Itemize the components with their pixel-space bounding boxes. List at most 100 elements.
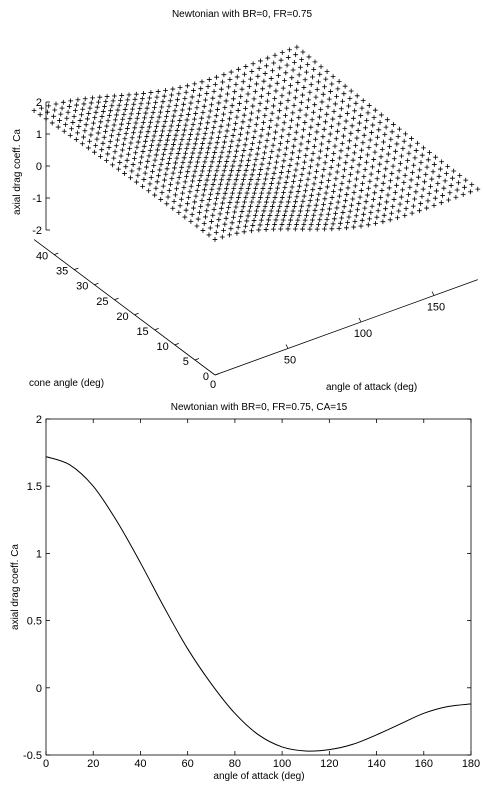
surface-marker bbox=[376, 127, 382, 133]
surface-marker bbox=[92, 149, 97, 155]
surface-marker bbox=[230, 190, 235, 196]
surface-marker bbox=[379, 188, 385, 193]
surface-marker bbox=[284, 174, 290, 180]
surface-marker bbox=[186, 164, 192, 170]
surface-marker bbox=[332, 101, 338, 107]
surface-marker bbox=[385, 151, 391, 157]
surface-marker bbox=[134, 144, 140, 150]
surface-marker bbox=[342, 167, 347, 173]
surface-marker bbox=[119, 147, 125, 153]
surface-marker bbox=[231, 127, 237, 133]
surface-marker bbox=[291, 179, 296, 184]
surface-marker bbox=[238, 131, 243, 137]
surface-marker bbox=[194, 223, 200, 229]
surface-marker bbox=[462, 184, 467, 190]
surface-marker bbox=[212, 150, 218, 155]
surface-marker bbox=[159, 190, 165, 196]
x-tick-label: 100 bbox=[273, 758, 291, 770]
surface-marker bbox=[65, 109, 71, 115]
surface-marker bbox=[146, 188, 152, 194]
surface-marker bbox=[271, 103, 276, 109]
surface-marker bbox=[355, 169, 361, 175]
surface-marker bbox=[296, 115, 302, 121]
surface-marker bbox=[311, 67, 317, 72]
surface-marker bbox=[310, 217, 315, 223]
surface-marker bbox=[181, 155, 187, 161]
surface-marker bbox=[190, 122, 196, 127]
surface-marker bbox=[275, 185, 280, 191]
surface-marker bbox=[360, 181, 365, 187]
surface-marker bbox=[217, 129, 223, 135]
surface-marker bbox=[339, 180, 345, 186]
surface-marker bbox=[134, 115, 140, 121]
surface-marker bbox=[37, 112, 43, 118]
z-tick-label: -1 bbox=[32, 193, 42, 205]
surface-marker bbox=[312, 207, 318, 213]
surface-marker bbox=[454, 187, 460, 193]
surface-marker bbox=[254, 208, 259, 214]
surface-marker bbox=[239, 86, 245, 92]
surface-marker bbox=[302, 217, 308, 223]
surface-marker bbox=[256, 66, 262, 72]
surface-marker bbox=[266, 190, 272, 196]
surface-marker bbox=[284, 62, 290, 68]
surface-marker bbox=[91, 120, 96, 126]
surface-marker bbox=[351, 190, 357, 195]
surface-marker bbox=[383, 166, 389, 172]
surface-marker bbox=[87, 138, 93, 144]
surface-marker bbox=[280, 85, 286, 91]
y-tick-mark bbox=[54, 252, 59, 255]
surface-marker bbox=[205, 173, 211, 178]
surface-marker bbox=[124, 102, 129, 108]
surface-marker bbox=[110, 98, 116, 104]
surface-marker bbox=[296, 213, 302, 218]
surface-marker bbox=[211, 125, 217, 130]
surface-marker bbox=[247, 181, 252, 187]
surface-marker bbox=[303, 188, 308, 194]
surface-marker bbox=[308, 124, 314, 130]
y-tick-label: 40 bbox=[36, 251, 48, 263]
surface-marker bbox=[292, 173, 298, 179]
surface-marker bbox=[138, 101, 144, 107]
surface-marker bbox=[242, 172, 248, 178]
surface-marker bbox=[158, 197, 164, 202]
surface-marker bbox=[79, 141, 85, 147]
surface-marker bbox=[263, 106, 269, 111]
surface-marker bbox=[222, 105, 228, 111]
surface-marker bbox=[419, 152, 425, 158]
surface-marker bbox=[220, 144, 226, 150]
surface-marker bbox=[362, 205, 368, 211]
surface-marker bbox=[131, 101, 137, 107]
surface-marker bbox=[135, 172, 141, 178]
surface-marker bbox=[191, 116, 197, 122]
surface-marker bbox=[317, 114, 322, 120]
surface-marker bbox=[381, 212, 387, 218]
y-tick-label: -0.5 bbox=[23, 750, 42, 762]
surface-marker bbox=[137, 106, 143, 112]
series-line bbox=[45, 456, 472, 752]
surface-marker bbox=[425, 157, 431, 163]
surface-marker bbox=[132, 96, 138, 102]
surface-marker bbox=[261, 120, 266, 125]
surface-marker bbox=[289, 213, 295, 219]
surface-marker bbox=[346, 103, 352, 109]
surface-marker bbox=[365, 152, 371, 158]
surface-marker bbox=[221, 227, 226, 233]
surface-marker bbox=[105, 151, 111, 157]
surface-marker bbox=[256, 108, 262, 114]
surface-marker bbox=[348, 171, 353, 177]
surface-marker bbox=[427, 150, 432, 155]
surface-marker bbox=[124, 157, 130, 163]
surface-marker bbox=[169, 176, 175, 182]
surface-marker bbox=[175, 151, 181, 156]
surface-marker bbox=[295, 189, 301, 194]
surface-marker bbox=[371, 115, 377, 121]
surface-marker bbox=[133, 150, 139, 156]
surface-marker bbox=[298, 141, 304, 147]
surface-marker bbox=[433, 154, 438, 160]
surface-marker bbox=[335, 128, 340, 134]
surface-marker bbox=[377, 119, 383, 125]
surface-marker bbox=[251, 218, 257, 223]
surface-marker bbox=[101, 134, 107, 140]
surface-marker bbox=[287, 125, 293, 130]
